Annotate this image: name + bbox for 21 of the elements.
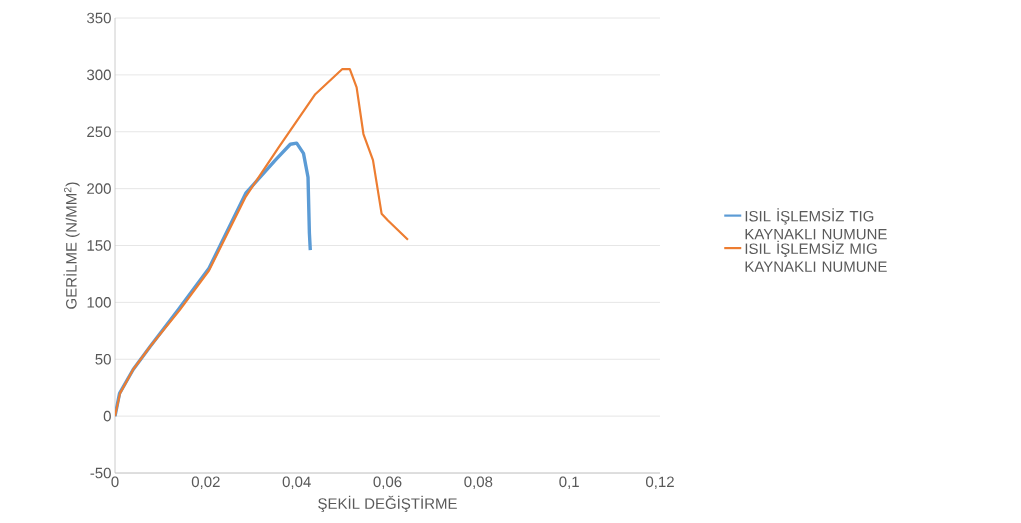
- y-tick-label: 350: [87, 12, 111, 24]
- y-tick-label: 300: [87, 69, 111, 81]
- x-tick-label: 0,12: [646, 476, 674, 489]
- legend-label: ISIL İŞLEMSİZ TIG KAYNAKLI NUMUNE: [745, 208, 887, 240]
- y-axis-title: GERİLME (N/MM$^{2}$): [63, 182, 80, 309]
- y-tick-label: 250: [87, 126, 111, 138]
- x-tick-label: 0: [111, 476, 119, 488]
- legend-label: ISIL İŞLEMSİZ MIG KAYNAKLI NUMUNE: [745, 240, 887, 272]
- line-series: [115, 68, 410, 418]
- y-tick-label: 150: [87, 240, 111, 251]
- x-tick-label: 0,06: [373, 476, 402, 489]
- y-tick-label: 50: [95, 353, 111, 365]
- x-tick-label: 0,08: [464, 476, 493, 489]
- x-tick-label: 0,04: [282, 476, 311, 489]
- y-tick-label: 0: [103, 410, 111, 422]
- x-tick-label: 0,02: [191, 476, 220, 489]
- y-tick-label: 100: [87, 297, 111, 308]
- y-tick-label: -50: [90, 467, 111, 479]
- x-tick-label: 0,1: [559, 476, 579, 489]
- y-tick-label: 200: [87, 183, 111, 194]
- x-axis-title: ŞEKİL DEĞİŞTİRME: [318, 495, 457, 512]
